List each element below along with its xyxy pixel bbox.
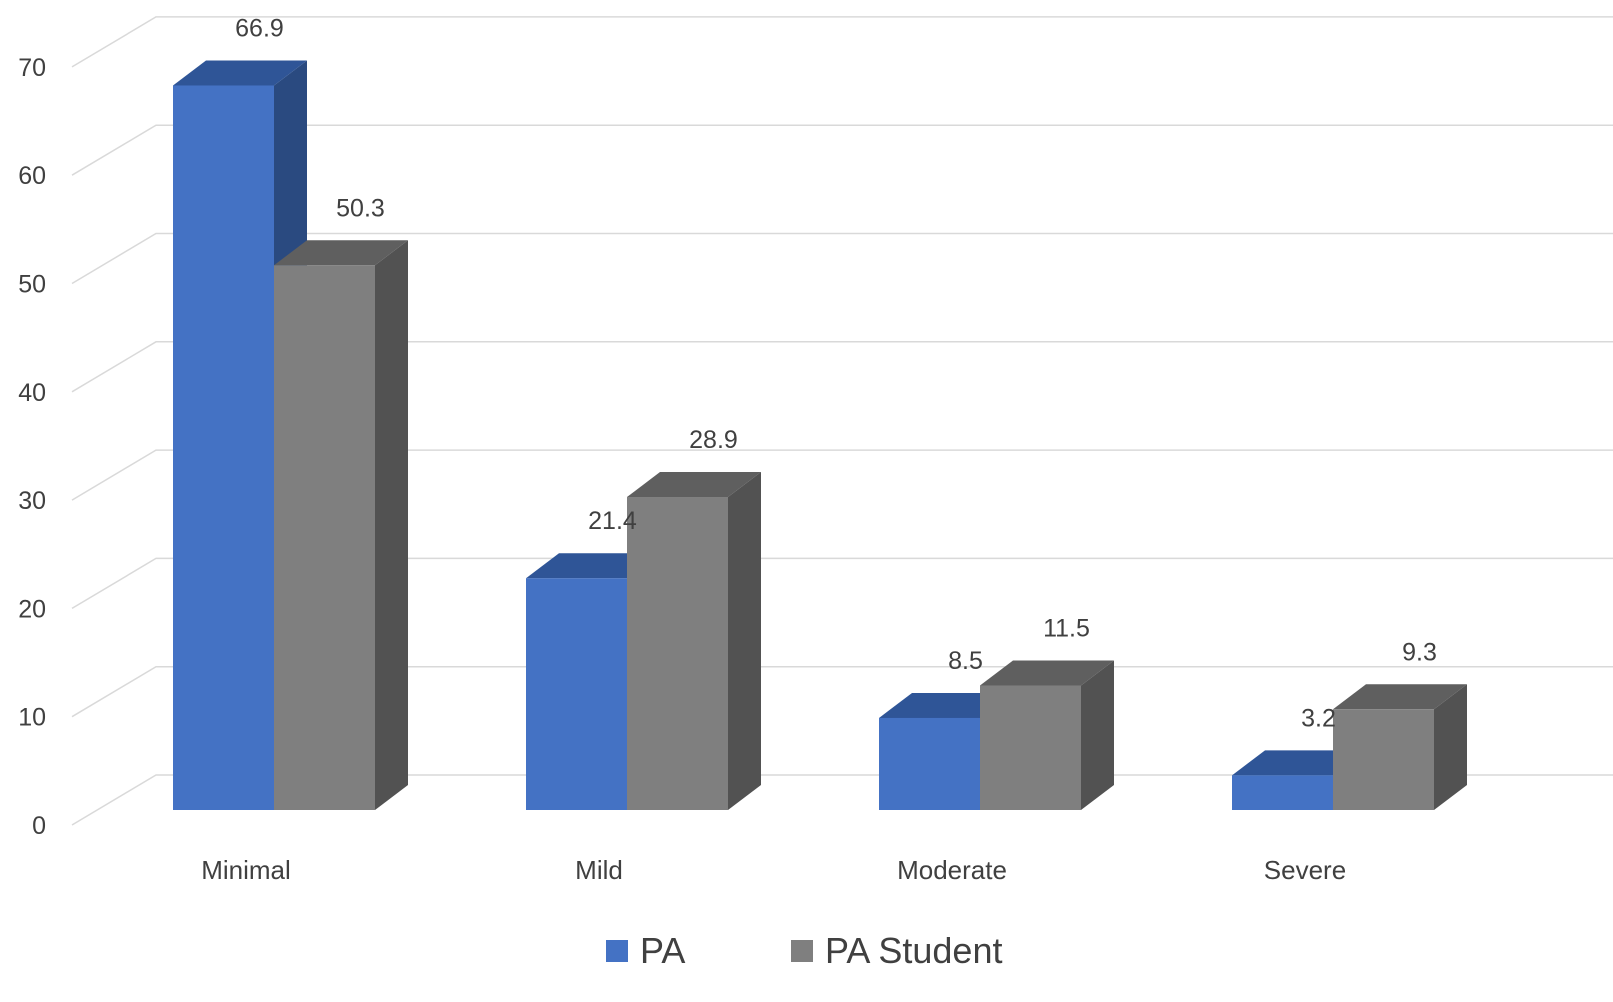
bar-top: [1232, 750, 1366, 776]
legend-label: PA Student: [825, 930, 1002, 971]
y-tick-label: 40: [18, 379, 46, 407]
bar-side: [375, 240, 408, 811]
y-tick-label: 60: [18, 162, 46, 190]
gridline: [71, 557, 1613, 610]
bar: [1232, 775, 1333, 810]
bar-top: [274, 240, 408, 266]
x-tick-label: Mild: [575, 855, 623, 885]
y-tick-label: 0: [32, 812, 46, 840]
data-label: 3.2: [1301, 704, 1336, 732]
y-tick-label: 10: [18, 704, 46, 732]
x-tick-label: Moderate: [897, 855, 1007, 885]
labels: 0 10 20 30 40 50 60 70 66.9 50.3 Minimal 21.4 28.9 Mi…: [18, 14, 1437, 885]
gridline: [71, 665, 1613, 718]
x-tick-label: Minimal: [201, 855, 291, 885]
data-label: 11.5: [1043, 614, 1090, 642]
bar: [173, 85, 274, 810]
y-tick-label: 30: [18, 487, 46, 515]
bar-side: [1081, 660, 1114, 810]
bar: [980, 685, 1081, 810]
gridline: [71, 341, 1613, 393]
bar: [1333, 709, 1434, 810]
data-label: 28.9: [689, 426, 738, 454]
bar-side: [1434, 684, 1467, 810]
bar: [879, 717, 980, 810]
x-tick-label: Severe: [1264, 855, 1346, 885]
bar-top: [980, 660, 1114, 686]
data-label: 66.9: [235, 14, 284, 42]
data-label: 8.5: [948, 647, 983, 675]
legend-swatch: [791, 940, 813, 962]
bar: [526, 578, 627, 810]
y-tick-label: 70: [18, 54, 46, 82]
bar-top: [173, 60, 307, 86]
bar-top: [526, 553, 660, 579]
bar-top: [879, 692, 1013, 718]
data-label: 9.3: [1402, 638, 1437, 666]
bar-top: [1333, 684, 1467, 710]
gridline: [71, 774, 1613, 826]
data-label: 21.4: [588, 507, 637, 535]
bar: [627, 497, 728, 810]
gridlines: [71, 16, 1613, 826]
legend-label: PA: [640, 930, 685, 971]
gridline: [71, 124, 1613, 176]
bar-side: [728, 472, 761, 810]
data-label: 50.3: [336, 194, 385, 222]
gridline: [71, 16, 1613, 68]
gridline: [71, 232, 1613, 285]
y-tick-label: 20: [18, 595, 46, 623]
legend: PA PA Student: [606, 930, 1002, 971]
gridline: [71, 449, 1613, 501]
y-tick-label: 50: [18, 271, 46, 299]
bar: [274, 265, 375, 811]
bars: [173, 60, 1467, 811]
bar-top: [627, 472, 761, 498]
legend-swatch: [606, 940, 628, 962]
